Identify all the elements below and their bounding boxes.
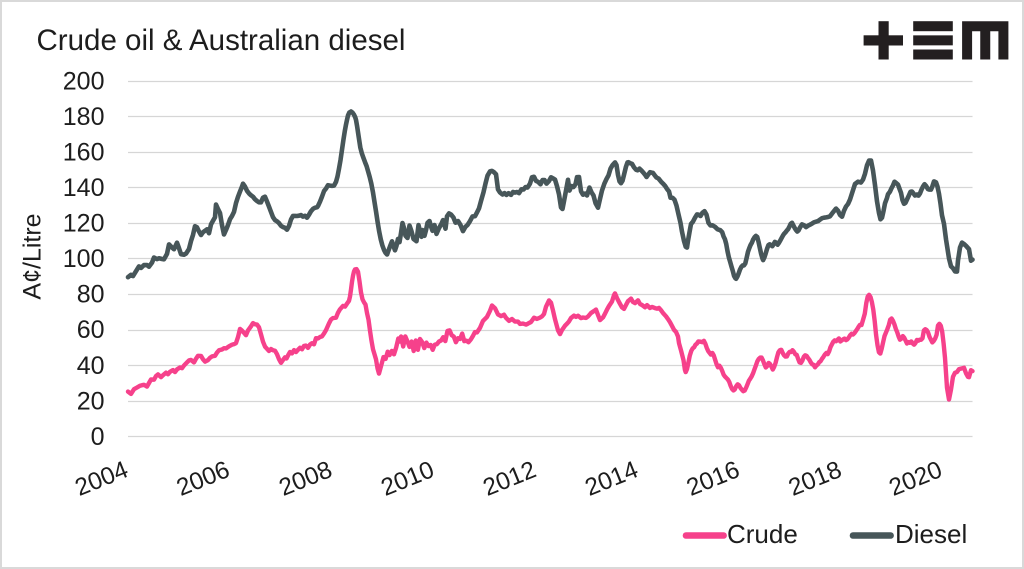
svg-text:40: 40 (77, 352, 105, 380)
svg-text:120: 120 (63, 210, 105, 238)
svg-text:100: 100 (63, 245, 105, 273)
svg-text:2004: 2004 (71, 456, 132, 501)
svg-text:Diesel: Diesel (895, 519, 967, 549)
svg-text:2008: 2008 (275, 456, 336, 501)
svg-text:160: 160 (63, 138, 105, 166)
svg-text:20: 20 (77, 387, 105, 415)
svg-text:A¢/Litre: A¢/Litre (19, 213, 47, 299)
svg-text:2016: 2016 (683, 456, 744, 501)
svg-text:2020: 2020 (885, 456, 946, 501)
svg-text:2014: 2014 (581, 456, 642, 501)
svg-text:2010: 2010 (377, 456, 438, 501)
svg-text:2018: 2018 (785, 456, 846, 501)
svg-text:200: 200 (63, 67, 105, 95)
svg-text:140: 140 (63, 174, 105, 202)
svg-text:2006: 2006 (173, 456, 234, 501)
svg-text:60: 60 (77, 316, 105, 344)
svg-text:2012: 2012 (479, 456, 540, 501)
svg-text:Crude: Crude (727, 519, 798, 549)
svg-text:180: 180 (63, 103, 105, 131)
svg-text:0: 0 (91, 423, 105, 451)
svg-text:80: 80 (77, 281, 105, 309)
svg-text:Crude oil & Australian diesel: Crude oil & Australian diesel (37, 24, 406, 57)
